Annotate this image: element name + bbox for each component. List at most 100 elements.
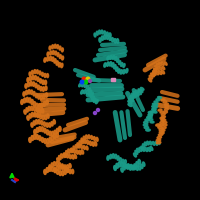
- Ellipse shape: [66, 154, 68, 158]
- Ellipse shape: [49, 123, 51, 127]
- Ellipse shape: [49, 165, 51, 169]
- Ellipse shape: [35, 83, 37, 88]
- Ellipse shape: [149, 113, 153, 115]
- Ellipse shape: [161, 119, 165, 121]
- Ellipse shape: [46, 100, 48, 105]
- Ellipse shape: [32, 82, 35, 86]
- Ellipse shape: [106, 32, 109, 36]
- Ellipse shape: [159, 67, 162, 70]
- Ellipse shape: [58, 155, 61, 160]
- Ellipse shape: [92, 142, 94, 146]
- Ellipse shape: [81, 90, 83, 94]
- Ellipse shape: [50, 51, 52, 55]
- Ellipse shape: [161, 113, 165, 116]
- Ellipse shape: [152, 103, 156, 105]
- Ellipse shape: [35, 103, 38, 108]
- Ellipse shape: [49, 46, 51, 50]
- Ellipse shape: [143, 124, 148, 126]
- Ellipse shape: [150, 111, 154, 113]
- Ellipse shape: [43, 94, 45, 99]
- Ellipse shape: [135, 90, 139, 93]
- Ellipse shape: [95, 100, 98, 104]
- Ellipse shape: [122, 159, 124, 164]
- Ellipse shape: [61, 63, 63, 68]
- Ellipse shape: [29, 72, 31, 76]
- Ellipse shape: [25, 90, 28, 95]
- Ellipse shape: [31, 70, 33, 74]
- Ellipse shape: [54, 130, 56, 135]
- Ellipse shape: [73, 146, 75, 150]
- Ellipse shape: [28, 106, 31, 111]
- Ellipse shape: [148, 114, 152, 116]
- Ellipse shape: [59, 126, 61, 131]
- Ellipse shape: [118, 69, 120, 73]
- Ellipse shape: [154, 104, 158, 106]
- Ellipse shape: [56, 166, 59, 171]
- Ellipse shape: [163, 122, 167, 124]
- Ellipse shape: [56, 162, 58, 166]
- Ellipse shape: [106, 35, 108, 39]
- Ellipse shape: [46, 123, 48, 127]
- Ellipse shape: [152, 106, 156, 108]
- Ellipse shape: [119, 158, 122, 162]
- Ellipse shape: [23, 92, 25, 96]
- Ellipse shape: [81, 138, 83, 142]
- Ellipse shape: [88, 91, 91, 95]
- Ellipse shape: [48, 166, 51, 171]
- Ellipse shape: [114, 166, 116, 170]
- Ellipse shape: [38, 95, 40, 99]
- Ellipse shape: [156, 141, 161, 144]
- Ellipse shape: [44, 80, 47, 85]
- Ellipse shape: [51, 163, 53, 167]
- Ellipse shape: [130, 99, 134, 101]
- Ellipse shape: [93, 137, 96, 141]
- Ellipse shape: [83, 136, 85, 140]
- Ellipse shape: [163, 101, 167, 103]
- Ellipse shape: [64, 170, 66, 174]
- Ellipse shape: [125, 164, 127, 169]
- Ellipse shape: [158, 71, 162, 75]
- Ellipse shape: [51, 136, 54, 140]
- Ellipse shape: [33, 91, 35, 96]
- Ellipse shape: [154, 68, 156, 72]
- Ellipse shape: [116, 163, 118, 168]
- Ellipse shape: [131, 93, 135, 96]
- Ellipse shape: [68, 149, 70, 153]
- Ellipse shape: [33, 134, 36, 139]
- Ellipse shape: [109, 33, 111, 37]
- Ellipse shape: [89, 141, 92, 145]
- Ellipse shape: [31, 136, 34, 140]
- Ellipse shape: [43, 101, 46, 106]
- Ellipse shape: [164, 62, 167, 65]
- Ellipse shape: [83, 146, 85, 150]
- Ellipse shape: [59, 55, 61, 59]
- Ellipse shape: [159, 128, 164, 131]
- Ellipse shape: [147, 116, 151, 119]
- Ellipse shape: [131, 165, 134, 170]
- Ellipse shape: [99, 38, 101, 42]
- Ellipse shape: [27, 116, 29, 120]
- Ellipse shape: [26, 108, 28, 112]
- Ellipse shape: [114, 65, 116, 69]
- Ellipse shape: [36, 108, 39, 112]
- Ellipse shape: [130, 164, 133, 169]
- Ellipse shape: [104, 63, 106, 67]
- Ellipse shape: [158, 109, 162, 111]
- Ellipse shape: [128, 98, 132, 101]
- Ellipse shape: [153, 106, 157, 108]
- Ellipse shape: [46, 168, 49, 172]
- Ellipse shape: [148, 78, 152, 82]
- Ellipse shape: [54, 59, 56, 63]
- Ellipse shape: [59, 163, 61, 167]
- Ellipse shape: [42, 87, 45, 91]
- Ellipse shape: [69, 169, 71, 174]
- Ellipse shape: [31, 112, 34, 117]
- Ellipse shape: [130, 96, 134, 99]
- Ellipse shape: [36, 70, 38, 74]
- Ellipse shape: [134, 153, 136, 157]
- Ellipse shape: [79, 83, 81, 87]
- Ellipse shape: [76, 150, 78, 154]
- Ellipse shape: [46, 139, 49, 144]
- Ellipse shape: [25, 84, 27, 88]
- Ellipse shape: [74, 154, 77, 158]
